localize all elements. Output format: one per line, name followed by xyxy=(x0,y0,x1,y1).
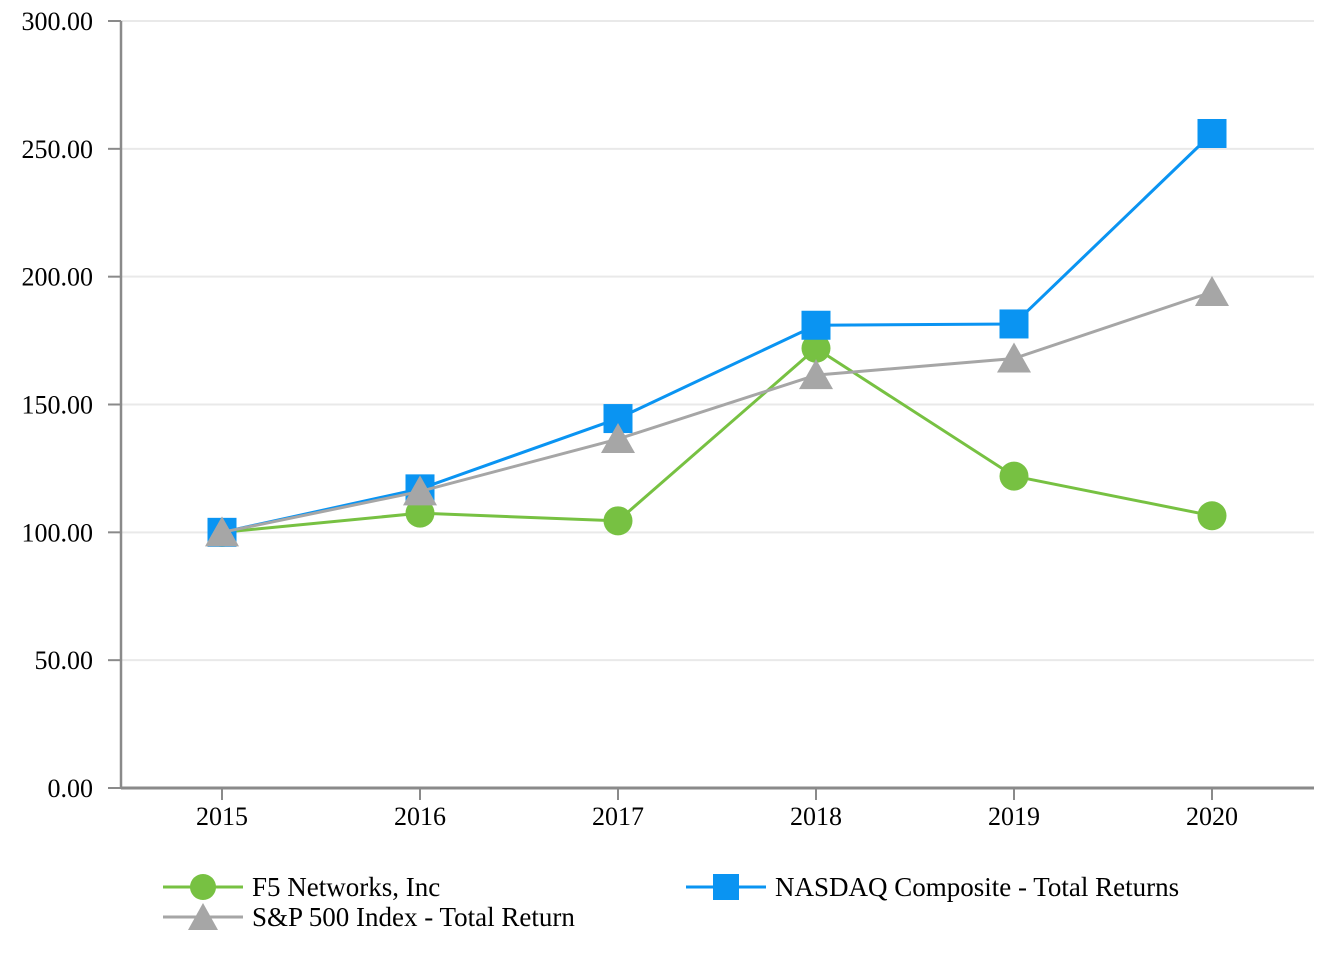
y-tick-label: 300.00 xyxy=(22,7,94,36)
f5-networks-line-circle-swatch-icon xyxy=(163,872,243,902)
legend-label-nasdaq-composite: NASDAQ Composite - Total Returns xyxy=(775,871,1180,902)
legend-circle-marker-icon xyxy=(190,874,216,900)
series-line-nasdaq-composite-total-returns xyxy=(221,132,1214,534)
data-point-nasdaq-composite-total-returns-2019 xyxy=(999,309,1029,339)
plot-area: 0.00 50.00 100.00 150.00 200.00 250.00 300.00 2… xyxy=(22,7,1314,831)
legend-item-f5-networks: F5 Networks, Inc xyxy=(163,872,440,902)
legend-swatch-triangle xyxy=(163,903,243,930)
data-point-f5-networks-inc-2017 xyxy=(603,506,633,536)
legend-swatch-circle xyxy=(163,874,243,900)
data-point-s-p-500-index-total-return-2017 xyxy=(601,423,635,454)
x-tick-label: 2019 xyxy=(988,802,1040,831)
sp500-line-triangle-swatch-icon xyxy=(163,902,243,932)
y-tick-label: 0.00 xyxy=(48,774,94,803)
nasdaq-line-square-swatch-icon xyxy=(686,872,766,902)
legend-square-marker-icon xyxy=(713,874,739,900)
data-point-nasdaq-composite-total-returns-2020 xyxy=(1197,118,1227,148)
legend-label-f5-networks: F5 Networks, Inc xyxy=(252,871,441,902)
series-line-f5-networks-inc xyxy=(221,346,1213,534)
series-s-p-500-index-total-return xyxy=(205,276,1229,547)
x-tick-label: 2020 xyxy=(1186,802,1238,831)
data-point-f5-networks-inc-2016 xyxy=(405,498,435,528)
series-line-s-p-500-index-total-return xyxy=(221,290,1213,534)
data-point-s-p-500-index-total-return-2019 xyxy=(997,342,1031,373)
x-tick-label: 2016 xyxy=(394,802,446,831)
x-tick-label: 2018 xyxy=(790,802,842,831)
data-point-f5-networks-inc-2020 xyxy=(1197,501,1227,531)
series-f5-networks-inc xyxy=(207,333,1227,547)
series-nasdaq-composite-total-returns xyxy=(207,118,1227,547)
legend-label-sp500-index: S&P 500 Index - Total Return xyxy=(252,901,575,932)
y-tick-label: 250.00 xyxy=(22,135,94,164)
x-tick-label: 2017 xyxy=(592,802,644,831)
legend-item-sp500-index: S&P 500 Index - Total Return xyxy=(163,902,575,932)
data-point-f5-networks-inc-2018 xyxy=(801,333,831,363)
y-tick-label: 150.00 xyxy=(22,391,94,420)
legend-triangle-marker-icon xyxy=(188,903,218,930)
data-point-f5-networks-inc-2019 xyxy=(999,461,1029,491)
legend-swatch-square xyxy=(686,874,766,900)
data-point-s-p-500-index-total-return-2020 xyxy=(1195,276,1229,307)
y-tick-label: 200.00 xyxy=(22,263,94,292)
y-tick-label: 50.00 xyxy=(35,646,94,675)
y-tick-label: 100.00 xyxy=(22,518,94,547)
data-point-nasdaq-composite-total-returns-2018 xyxy=(801,310,831,340)
data-point-s-p-500-index-total-return-2016 xyxy=(403,475,437,506)
data-point-s-p-500-index-total-return-2018 xyxy=(799,359,833,390)
legend-item-nasdaq-composite: NASDAQ Composite - Total Returns xyxy=(686,872,1179,902)
data-point-s-p-500-index-total-return-2015 xyxy=(205,516,239,547)
x-tick-label: 2015 xyxy=(196,802,248,831)
